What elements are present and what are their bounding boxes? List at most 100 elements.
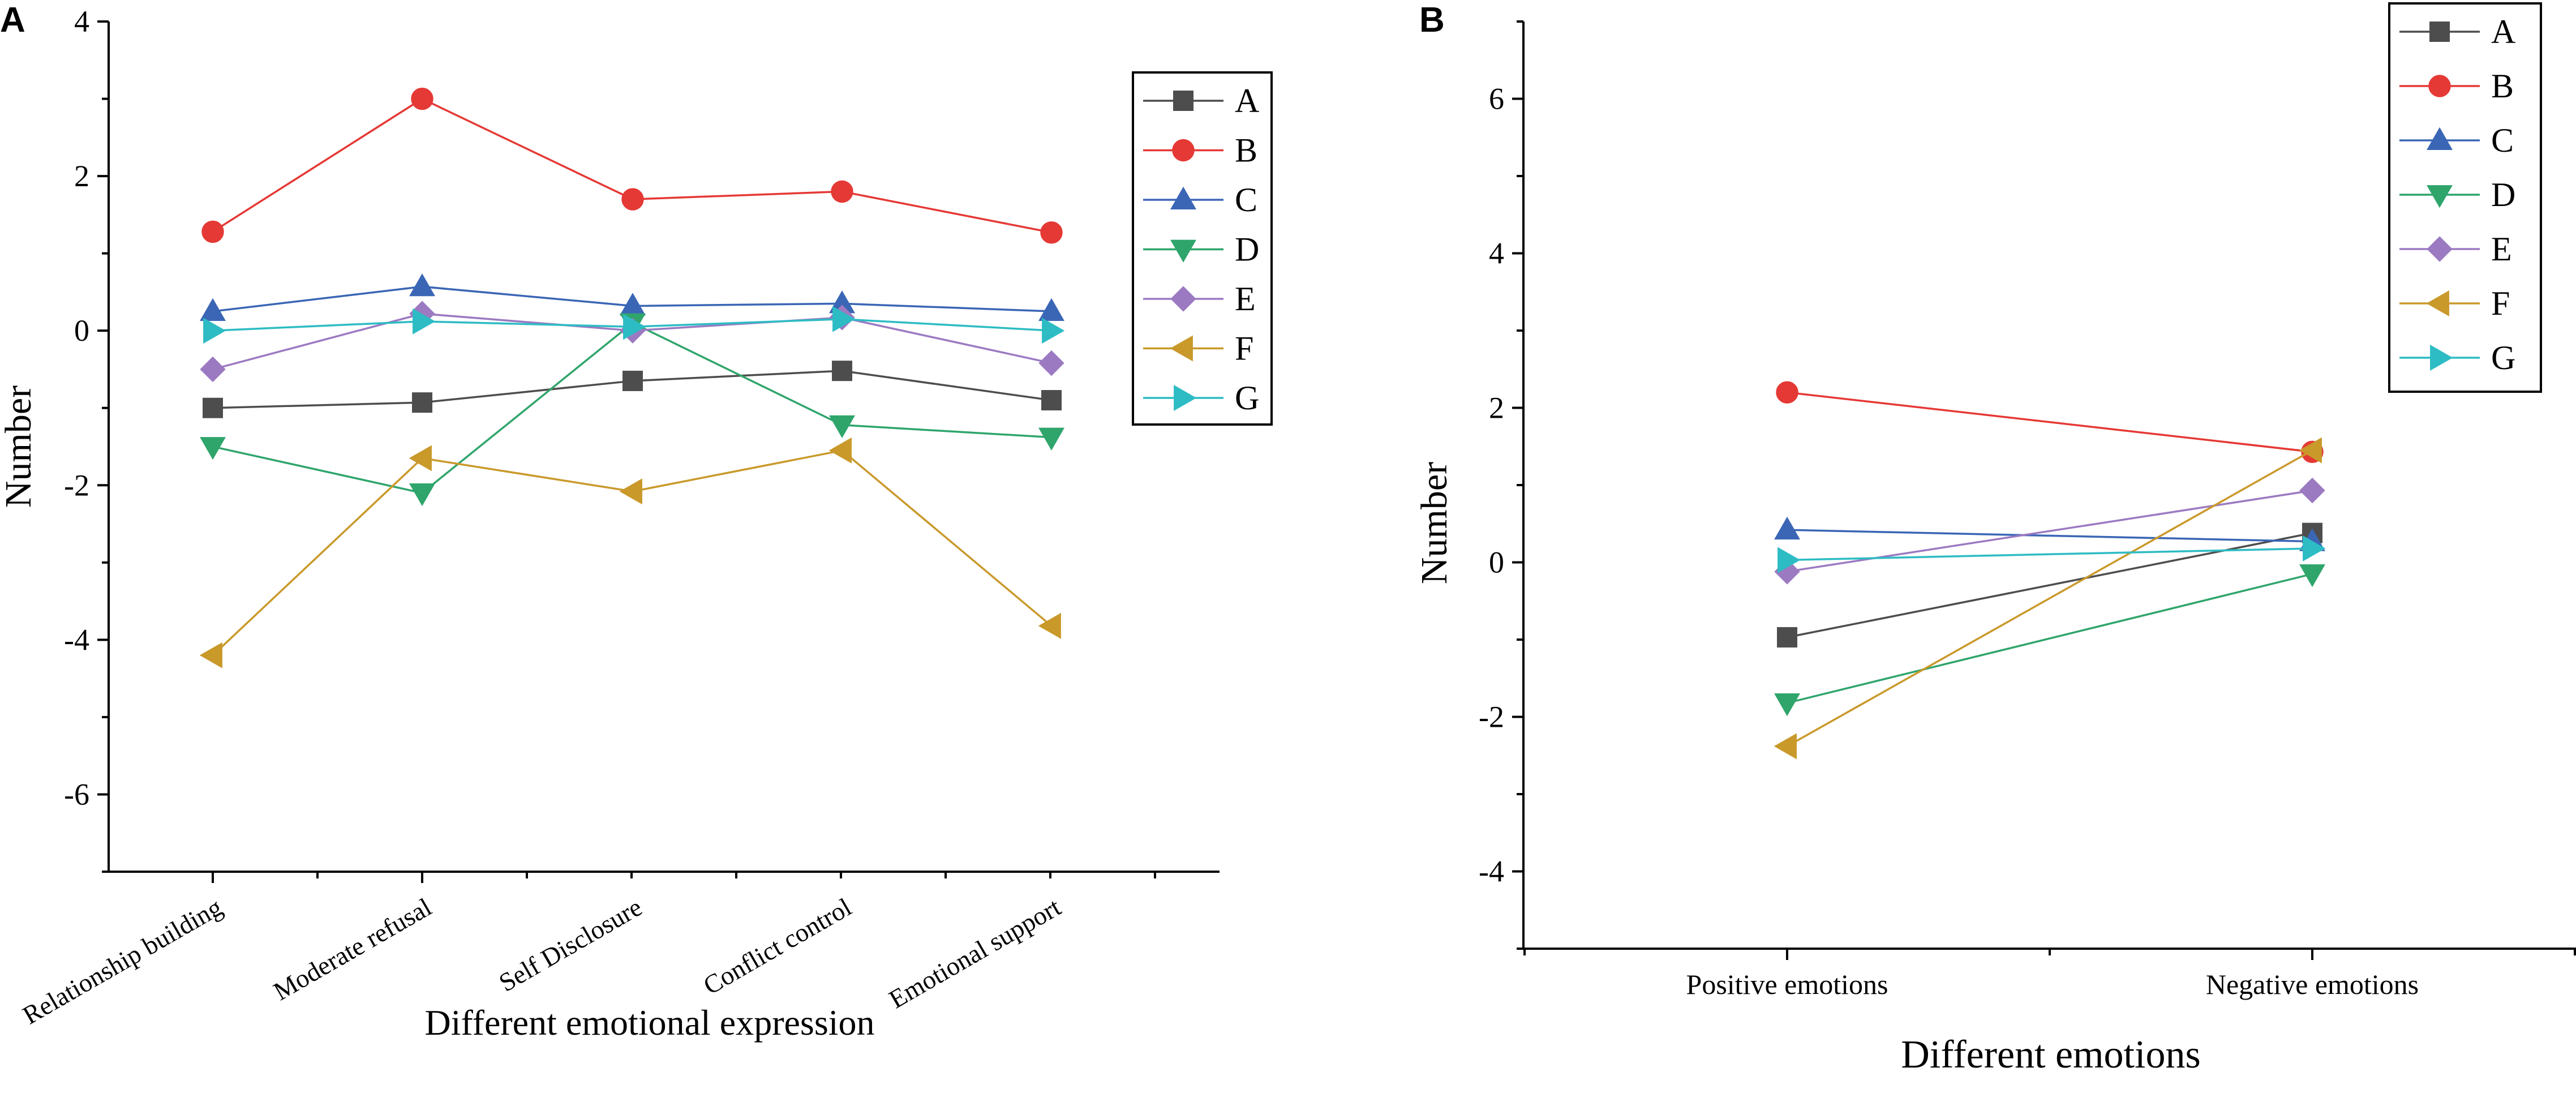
panel-a-y-tick-label: 4 — [74, 5, 89, 38]
panel-a-point-b — [831, 180, 853, 203]
panel-a-point-f — [409, 445, 432, 472]
panel-a-y-axis-label: Number — [0, 385, 39, 508]
panel-b-legend-marker-g — [2430, 345, 2453, 371]
panel-a-point-a — [412, 392, 432, 413]
panel-b-legend-marker-a — [2429, 22, 2450, 42]
panel-a-series-f — [199, 437, 1061, 668]
panel-b-point-d — [1774, 693, 1800, 717]
panel-a-legend-marker-c — [1170, 186, 1196, 209]
panel-a-series-b — [201, 87, 1063, 244]
panel-b-y-tick-label: 4 — [1489, 237, 1504, 271]
panel-b-series-d-line — [1787, 573, 2313, 704]
panel-a-point-c — [409, 273, 435, 297]
panel-a-letter: A — [0, 1, 25, 40]
panel-a-series-c — [200, 273, 1064, 321]
panel-b-legend-label-a: A — [2491, 13, 2515, 50]
panel-b-x-axis-label: Different emotions — [1901, 1033, 2200, 1077]
panel-a-point-e — [200, 356, 226, 383]
panel-a-legend-marker-a — [1173, 91, 1193, 111]
panel-a-point-b — [201, 220, 224, 243]
panel-b-legend-label-d: D — [2491, 176, 2515, 213]
panel-a-point-g — [203, 318, 226, 344]
panel-a-point-g — [832, 306, 856, 332]
panel-a-point-e — [1038, 350, 1064, 376]
panel-b-point-b — [1776, 381, 1798, 404]
panel-a-legend-label-f: F — [1235, 330, 1253, 367]
panel-b-point-f — [1774, 733, 1797, 760]
panel-a-point-b — [621, 188, 644, 211]
panel-a-point-g — [413, 308, 436, 335]
panel-a-y-tick-label: 0 — [74, 314, 89, 348]
panel-a-point-d — [409, 483, 435, 507]
panel-b-legend-label-b: B — [2491, 67, 2514, 105]
panel-b-legend-box — [2388, 2, 2542, 393]
panel-b-point-f — [2299, 437, 2322, 464]
panel-a-legend-label-a: A — [1235, 82, 1259, 119]
panel-b-point-c — [1774, 516, 1800, 540]
panel-b-series-b-line — [1787, 391, 2313, 453]
panel-a-legend-marker-g — [1174, 385, 1197, 411]
panel-a-legend-marker-d — [1170, 239, 1196, 263]
panel-b-y-tick-label: -2 — [1479, 700, 1504, 734]
panel-a-y-tick-label: 2 — [74, 159, 89, 193]
panel-a-point-d — [1038, 427, 1064, 451]
panel-a-legend-marker-b — [1172, 139, 1195, 162]
panel-b-series-g-line — [1787, 547, 2313, 561]
panel-a-point-b — [1040, 221, 1063, 244]
panel-b-point-d — [2299, 564, 2325, 588]
panel-b-legend-label-g: G — [2491, 339, 2515, 376]
panel-a-legend-label-b: B — [1235, 132, 1257, 169]
panel-b-legend-label-f: F — [2491, 285, 2510, 322]
panel-b-series-g — [1778, 535, 2326, 573]
panel-b-legend-marker-f — [2426, 290, 2449, 316]
panel-b-legend-marker-b — [2428, 75, 2451, 97]
panel-b-legend-label-c: C — [2491, 122, 2514, 159]
panel-a-legend-label-d: D — [1235, 231, 1259, 268]
panel-b-category-label: Positive emotions — [1686, 968, 1888, 1000]
panel-b-y-tick-label: -4 — [1479, 855, 1504, 889]
panel-a-point-g — [623, 314, 646, 340]
panel-a-legend-label-c: C — [1235, 181, 1257, 218]
panel-b-legend-marker-c — [2427, 127, 2453, 150]
panel-b-legend-label-e: E — [2491, 230, 2512, 268]
panel-b-y-tick-label: 0 — [1489, 546, 1504, 580]
panel-a-point-a — [622, 370, 643, 391]
panel-b-series-c-line — [1787, 529, 2313, 543]
panel-a-legend-marker-f — [1170, 335, 1193, 362]
panel-b-series-f — [1774, 437, 2322, 760]
panel-b-point-e — [2299, 477, 2325, 504]
panel-a-point-a — [832, 361, 852, 382]
panel-b-category-label: Negative emotions — [2206, 968, 2419, 1000]
panel-a-point-f — [199, 642, 222, 668]
panel-a-y-tick-label: -2 — [64, 468, 89, 502]
panel-b-point-g — [2303, 535, 2326, 561]
panel-a-legend-marker-e — [1170, 286, 1196, 312]
panel-b-series-d — [1774, 564, 2325, 717]
panel-b-y-tick-label: 2 — [1489, 391, 1504, 425]
panel-a-point-c — [200, 298, 226, 321]
panel-b-point-a — [1777, 627, 1797, 648]
panel-b-y-axis-label: Number — [1414, 462, 1455, 584]
panel-b-y-tick-label: 6 — [1489, 82, 1504, 116]
panel-b: B 6 4 2 0 -2 -4 Positive emotions Negative emo… — [1414, 1, 2576, 1077]
panel-a-point-a — [1041, 390, 1062, 411]
panel-b-series-f-line — [1787, 449, 2313, 747]
panel-b-legend-marker-e — [2427, 236, 2453, 262]
panel-a-point-c — [1038, 298, 1064, 321]
panel-b-legend-marker-d — [2427, 185, 2453, 208]
panel-a-point-d — [829, 415, 855, 439]
panel-a-y-tick-label: -6 — [64, 777, 89, 811]
panel-b-letter: B — [1419, 1, 1445, 40]
panel-a-point-a — [203, 397, 223, 418]
panel-a-point-g — [1042, 318, 1065, 344]
panel-a-y-tick-label: -4 — [64, 623, 89, 657]
panel-b-point-g — [1778, 547, 1801, 573]
panel-a-point-d — [200, 437, 226, 460]
panel-a-point-f — [828, 437, 852, 464]
panel-a-point-f — [619, 478, 642, 505]
panel-a-point-f — [1038, 612, 1061, 639]
panel-a-legend-label-g: G — [1235, 379, 1259, 417]
